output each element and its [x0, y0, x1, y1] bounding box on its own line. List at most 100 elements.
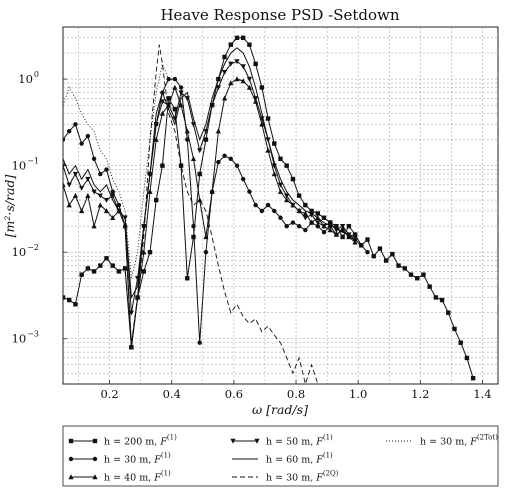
data-point [383, 258, 389, 263]
data-point [79, 272, 84, 277]
data-point [97, 193, 103, 199]
legend-item: h = 30 m, F(1) [68, 452, 171, 466]
x-tick-label: 0.2 [100, 387, 118, 401]
data-point [272, 208, 277, 214]
data-point [253, 96, 259, 102]
legend-label-symbol: F [315, 473, 323, 484]
plot-frame [62, 26, 499, 385]
data-point [396, 263, 401, 268]
data-point [221, 95, 228, 101]
legend-label-sup: (1) [323, 434, 333, 442]
x-axis-label: ω [rad/s] [252, 402, 308, 417]
data-point [160, 163, 165, 168]
legend-label-symbol: F [315, 437, 323, 448]
data-point [190, 156, 197, 162]
data-point [408, 272, 414, 277]
legend-label: h = 200 m, F(1) [104, 434, 177, 448]
data-point [85, 133, 91, 139]
data-point [67, 297, 72, 303]
grid [63, 26, 498, 385]
data-point [402, 266, 407, 271]
x-tick-label: 0.8 [287, 387, 305, 401]
data-point [458, 340, 463, 345]
x-tick-label: 0.6 [225, 387, 243, 401]
data-point [421, 272, 426, 277]
data-point [134, 294, 141, 300]
data-point [128, 344, 134, 350]
data-point [104, 256, 109, 261]
data-point [116, 202, 122, 208]
y-axis-label: [m²·s/rad] [2, 175, 17, 238]
data-point [446, 310, 451, 315]
legend-label-main: h = 30 m, [104, 455, 154, 466]
data-point [68, 456, 74, 462]
legend-label-symbol: F [153, 455, 161, 466]
data-point [333, 231, 340, 237]
data-point [315, 211, 320, 216]
data-point [172, 106, 178, 112]
legend-label-sup: (1) [161, 452, 171, 460]
data-point [66, 202, 72, 208]
data-point [73, 302, 78, 307]
data-point [91, 189, 97, 195]
data-point [334, 223, 339, 229]
data-point [172, 84, 178, 90]
legend-label-sup: (1) [167, 434, 177, 442]
legend: h = 200 m, F(1)h = 30 m, F(1)h = 40 m, F… [62, 425, 499, 487]
x-tick-label: 1.2 [411, 387, 429, 401]
series-1 [63, 76, 370, 350]
legend-label-sup: (1) [161, 470, 171, 478]
data-point [246, 84, 253, 90]
data-point [191, 223, 196, 229]
data-point [284, 163, 289, 168]
legend-label-symbol: F [315, 455, 323, 466]
legend-label-symbol: F [159, 437, 167, 448]
data-point [253, 202, 258, 208]
data-point [234, 76, 240, 82]
y-tick-label: 10−2 [12, 243, 39, 259]
data-point [63, 295, 66, 300]
data-point [296, 193, 302, 198]
data-point [296, 223, 302, 229]
legend-label: h = 40 m, F(1) [104, 470, 171, 484]
data-point [73, 122, 78, 127]
data-point [68, 474, 74, 480]
data-point [141, 269, 146, 274]
data-point [67, 129, 72, 134]
data-point [327, 220, 333, 226]
data-point [277, 188, 284, 194]
data-point [209, 188, 215, 194]
data-point [116, 269, 122, 274]
data-point [185, 276, 190, 281]
data-point [66, 182, 72, 188]
data-point [203, 249, 209, 255]
legend-box [62, 425, 499, 487]
data-point [259, 85, 265, 90]
data-point [222, 54, 227, 60]
data-point [172, 76, 178, 82]
data-point [315, 220, 321, 226]
y-axis-ticks: 10−3 10−2 10−1 100 [12, 70, 67, 346]
data-point [290, 176, 296, 182]
data-point [92, 438, 98, 444]
data-point [197, 340, 202, 345]
data-point [147, 249, 153, 255]
y-tick-exponent: 0 [34, 70, 39, 79]
legend-label: h = 50 m, F(1) [266, 434, 333, 448]
data-point [302, 215, 308, 221]
data-point [241, 176, 246, 182]
y-tick-label: 10−3 [12, 330, 39, 346]
data-point [230, 438, 236, 444]
data-point [271, 171, 277, 177]
data-point [153, 136, 159, 142]
data-point [247, 189, 252, 194]
data-point [79, 185, 85, 191]
data-point [234, 59, 240, 65]
legend-label: h = 30 m, F(2Tot) [420, 434, 498, 448]
legend-label-main: h = 30 m, [266, 473, 316, 484]
data-point [234, 35, 240, 41]
data-point [91, 223, 97, 229]
data-point [296, 208, 302, 214]
data-point [240, 64, 246, 70]
y-tick-exponent: −3 [27, 330, 39, 339]
